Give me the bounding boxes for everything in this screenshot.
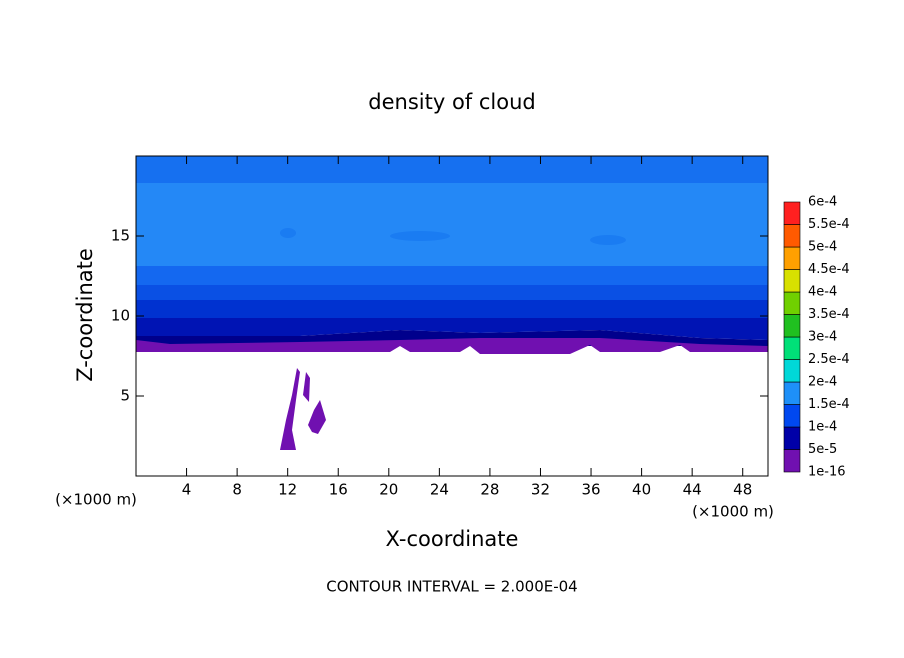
band xyxy=(136,266,768,286)
colorbar-swatch xyxy=(783,381,801,405)
band xyxy=(136,285,768,301)
x-tick-label: 32 xyxy=(531,481,550,499)
y-axis-label: Z-coordinate xyxy=(73,248,97,382)
patch xyxy=(280,228,296,238)
colorbar-label: 5e-5 xyxy=(808,442,837,457)
band xyxy=(136,318,768,340)
colorbar-label: 5.5e-4 xyxy=(808,217,850,232)
x-tick-label: 28 xyxy=(480,481,499,499)
x-tick-label: 4 xyxy=(182,481,192,499)
colorbar-label: 6e-4 xyxy=(808,195,837,210)
colorbar-label: 2.5e-4 xyxy=(808,352,850,367)
x-axis-label: X-coordinate xyxy=(386,527,519,551)
contour-field xyxy=(136,156,768,450)
band xyxy=(136,338,768,354)
colorbar-label: 1e-16 xyxy=(808,465,846,480)
x-tick-label: 24 xyxy=(430,481,449,499)
x-tick-label: 44 xyxy=(683,481,702,499)
colorbar-label: 5e-4 xyxy=(808,240,837,255)
colorbar-label: 4.5e-4 xyxy=(808,262,850,277)
colorbar-label: 3.5e-4 xyxy=(808,307,850,322)
colorbar-label: 1e-4 xyxy=(808,420,837,435)
x-unit: (×1000 m) xyxy=(692,503,774,521)
x-tick-label: 36 xyxy=(581,481,600,499)
colorbar-swatch xyxy=(783,449,801,473)
band xyxy=(136,156,768,184)
x-tick-label: 16 xyxy=(329,481,348,499)
colorbar-label: 1.5e-4 xyxy=(808,397,850,412)
x-unit: (×1000 m) xyxy=(55,491,137,509)
x-tick-label: 8 xyxy=(232,481,242,499)
chart-title: density of cloud xyxy=(368,90,535,114)
colorbar-swatch xyxy=(783,336,801,360)
y-tick-label: 5 xyxy=(120,387,130,405)
colorbar-swatch xyxy=(783,314,801,338)
x-tick-label: 12 xyxy=(278,481,297,499)
colorbar-swatch xyxy=(783,426,801,450)
x-tick-label: 48 xyxy=(733,481,752,499)
x-tick-label: 20 xyxy=(379,481,398,499)
blob xyxy=(280,368,300,450)
x-tick-label: 40 xyxy=(632,481,651,499)
band xyxy=(136,183,768,267)
colorbar-swatch xyxy=(783,201,801,225)
colorbar-label: 3e-4 xyxy=(808,330,837,345)
colorbar-swatch xyxy=(783,269,801,293)
patch xyxy=(590,235,626,245)
blob xyxy=(303,372,310,402)
colorbar-label: 4e-4 xyxy=(808,285,837,300)
y-tick-label: 15 xyxy=(111,227,130,245)
colorbar-swatch xyxy=(783,359,801,383)
colorbar-label: 2e-4 xyxy=(808,375,837,390)
patch xyxy=(390,231,450,241)
footnote: CONTOUR INTERVAL = 2.000E-04 xyxy=(326,578,577,596)
colorbar-swatch xyxy=(783,224,801,248)
blob xyxy=(308,400,326,434)
colorbar-swatch xyxy=(783,404,801,428)
colorbar-swatch xyxy=(783,246,801,270)
colorbar-swatch xyxy=(783,291,801,315)
y-tick-label: 10 xyxy=(111,307,130,325)
band xyxy=(136,300,768,318)
